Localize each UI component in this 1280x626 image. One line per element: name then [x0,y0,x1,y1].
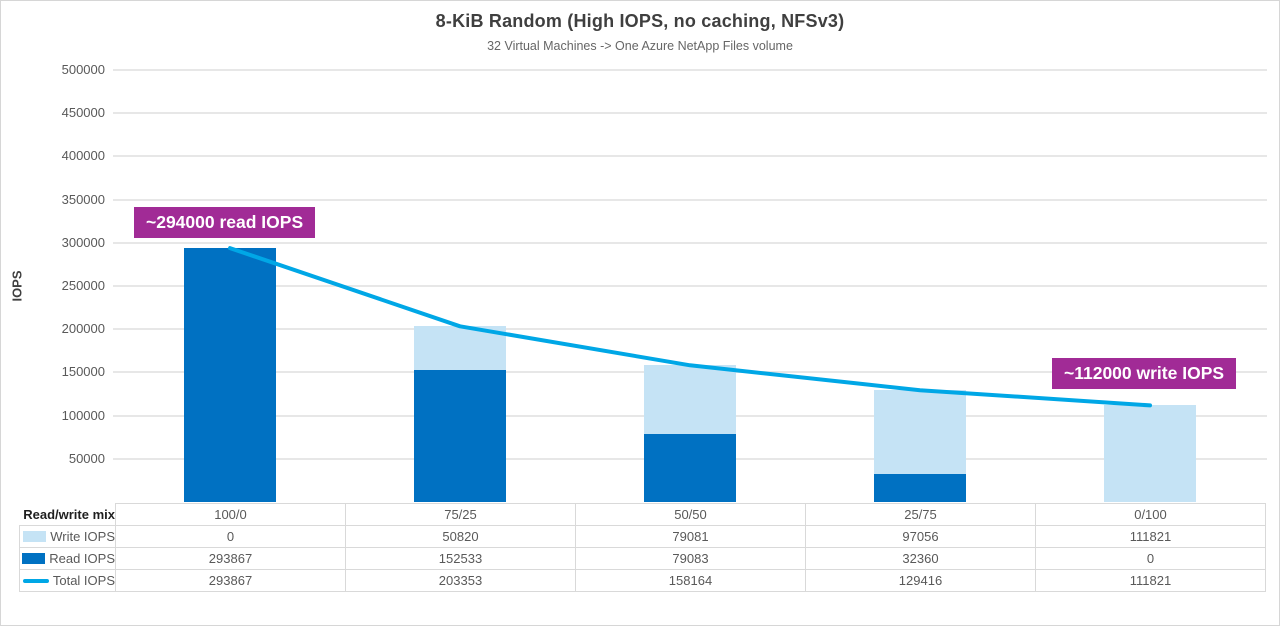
value-cell: 0 [115,525,346,548]
bar-segment-write-iops [874,390,966,475]
y-gridline [113,328,1267,331]
y-tick-label: 150000 [61,364,105,380]
value-cell: 32360 [805,547,1036,570]
y-tick-label: 450000 [61,105,105,121]
bar-segment-write-iops [644,365,736,434]
bar-segment-read-iops [644,433,736,502]
y-tick-label: 300000 [61,234,105,250]
value-cell: 50820 [345,525,576,548]
value-cell: 79081 [575,525,806,548]
category-cell: 75/25 [345,503,576,526]
value-cell: 158164 [575,569,806,592]
bar-segment-write-iops [414,326,506,371]
bar-segment-write-iops [1104,405,1196,502]
write-iops-callout: ~112000 write IOPS [1052,358,1237,389]
value-cell: 111821 [1035,569,1266,592]
value-cell: 79083 [575,547,806,570]
value-cell: 293867 [115,547,346,570]
series-row: Read IOPS 293867 152533 79083 32360 0 [19,547,1266,570]
category-cell: 0/100 [1035,503,1266,526]
read-iops-callout: ~294000 read IOPS [134,207,316,238]
bar-segment-read-iops [874,474,966,502]
legend-swatch-rect [22,553,46,564]
y-gridline [113,241,1267,244]
y-tick-label: 350000 [61,191,105,207]
series-row: Total IOPS 293867 203353 158164 129416 111821 [19,569,1266,592]
value-cell: 152533 [345,547,576,570]
y-tick-label: 200000 [61,321,105,337]
legend-swatch-line [22,579,49,583]
value-cell: 0 [1035,547,1266,570]
value-cell: 129416 [805,569,1036,592]
y-gridline [113,198,1267,201]
bar-segment-read-iops [184,248,276,502]
bar-segment-read-iops [414,370,506,502]
chart-title: 8-KiB Random (High IOPS, no caching, NFS… [435,11,845,31]
value-cell: 293867 [115,569,346,592]
series-label: Write IOPS [19,525,116,548]
value-cell: 203353 [345,569,576,592]
y-gridline [113,69,1267,71]
y-tick-label: 100000 [61,407,105,423]
series-label: Total IOPS [19,569,116,592]
y-tick-label: 50000 [68,450,105,466]
chart-data-table: Read/write mix 100/0 75/25 50/50 25/75 0/100 W… [19,503,1266,592]
y-gridline [113,285,1267,287]
chart-subtitle: 32 Virtual Machines -> One Azure NetApp … [487,39,793,53]
series-label: Read IOPS [19,547,116,570]
series-row: Write IOPS 0 50820 79081 97056 111821 [19,525,1266,548]
category-cell: 25/75 [805,503,1036,526]
category-cell: 50/50 [575,503,806,526]
y-tick-label: 400000 [61,148,105,164]
y-tick-label: 500000 [61,62,105,77]
y-gridline [113,112,1267,115]
legend-swatch-rect [23,531,47,542]
value-cell: 111821 [1035,525,1266,548]
y-axis-title: IOPS [9,270,25,302]
y-tick-label: 250000 [61,278,105,293]
value-cell: 97056 [805,525,1036,548]
y-gridline [113,155,1267,158]
read-write-mix-label: Read/write mix [19,503,116,526]
table-header-row: Read/write mix 100/0 75/25 50/50 25/75 0/100 [19,503,1266,526]
category-cell: 100/0 [115,503,346,526]
